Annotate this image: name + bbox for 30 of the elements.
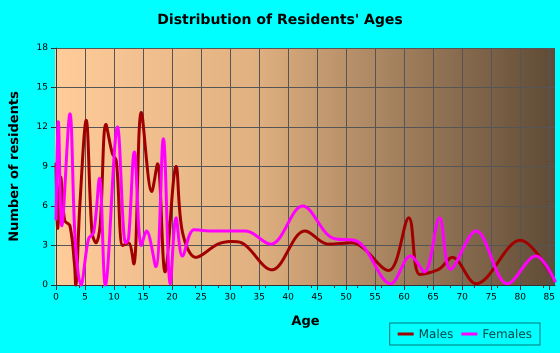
y-axis-title: Number of residents (7, 90, 22, 242)
x-tick-label: 15 (137, 292, 149, 302)
x-tick-label: 60 (398, 292, 410, 302)
x-tick-label: 0 (53, 292, 60, 302)
legend-label: Males (418, 327, 454, 341)
chart-title: Distribution of Residents' Ages (157, 12, 403, 28)
x-tick-label: 35 (253, 292, 265, 302)
y-tick-label: 3 (42, 240, 48, 250)
y-tick-label: 0 (42, 280, 48, 290)
y-tick-label: 6 (42, 201, 48, 211)
legend-label: Females (482, 327, 532, 341)
x-tick-label: 40 (282, 292, 294, 302)
x-tick-label: 5 (82, 292, 88, 302)
x-tick-label: 10 (108, 292, 120, 302)
x-tick-label: 25 (195, 292, 207, 302)
y-tick-label: 9 (42, 162, 48, 172)
x-tick-label: 45 (311, 292, 323, 302)
x-tick-label: 70 (456, 292, 468, 302)
x-tick-label: 80 (514, 292, 526, 302)
x-tick-label: 30 (224, 292, 236, 302)
x-axis-title: Age (291, 314, 320, 329)
x-tick-label: 65 (427, 292, 439, 302)
x-tick-label: 55 (369, 292, 381, 302)
x-tick-label: 85 (543, 292, 555, 302)
y-tick-label: 12 (36, 122, 48, 132)
x-tick-label: 20 (166, 292, 178, 302)
y-tick-label: 18 (36, 43, 48, 53)
x-tick-label: 75 (485, 292, 497, 302)
y-tick-label: 15 (36, 82, 48, 92)
x-tick-label: 50 (340, 292, 352, 302)
